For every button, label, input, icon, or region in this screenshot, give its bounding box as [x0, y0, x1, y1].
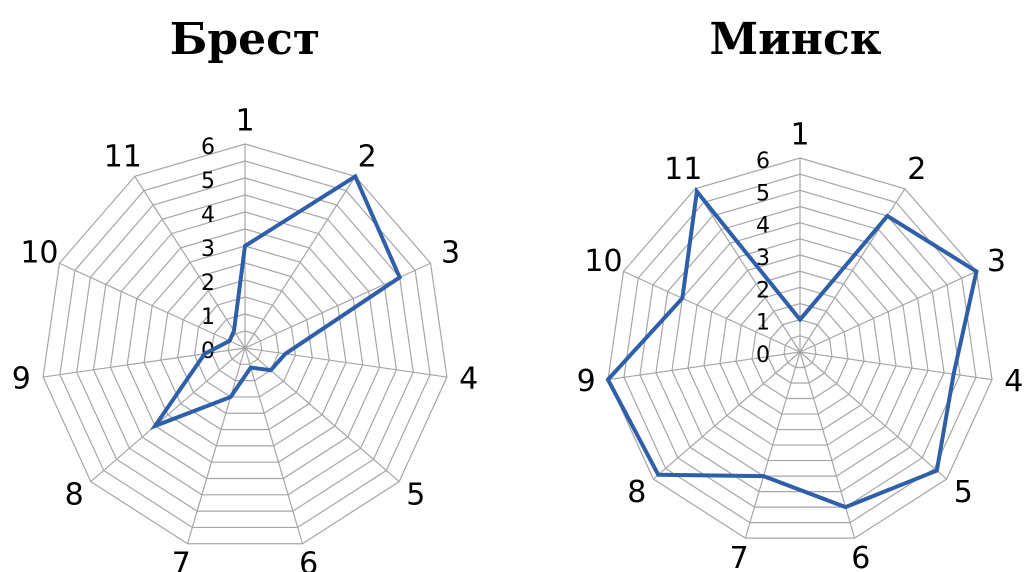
grid-spoke: [244, 176, 356, 349]
grid-ring: [177, 279, 313, 414]
grid-spoke: [59, 262, 246, 349]
grid-ring: [210, 313, 280, 382]
grid-ring: [671, 222, 929, 477]
grid-ring: [783, 335, 817, 369]
category-label: 5: [954, 475, 973, 510]
grid-spoke: [694, 188, 801, 353]
category-label: 8: [627, 475, 646, 510]
tick-label: 3: [201, 237, 215, 262]
grid-spoke: [244, 347, 448, 378]
grid-ring: [735, 286, 865, 415]
tick-label: 2: [201, 271, 215, 296]
tick-label: 6: [201, 135, 215, 160]
grid-spoke: [799, 351, 993, 381]
category-label: 4: [459, 362, 478, 397]
radar-grid: [42, 143, 448, 545]
grid-spoke: [652, 351, 801, 480]
series-line: [605, 186, 979, 510]
category-label: 3: [987, 244, 1006, 279]
category-label: 1: [235, 104, 254, 139]
grid-ring: [42, 143, 448, 545]
category-label: 2: [907, 152, 926, 187]
grid-ring: [767, 319, 833, 384]
grid-spoke: [623, 270, 801, 353]
grid-ring: [623, 173, 977, 524]
grid-ring: [703, 254, 897, 446]
tick-label: 1: [201, 305, 215, 330]
grid-spoke: [90, 347, 246, 483]
grid-ring: [92, 194, 398, 496]
category-label: 7: [172, 546, 191, 572]
tick-label: 4: [756, 214, 770, 239]
tick-label: 6: [756, 149, 770, 174]
category-label: 1: [790, 118, 809, 153]
grid-spoke: [42, 347, 246, 378]
grid-ring: [193, 296, 297, 398]
grid-ring: [639, 189, 961, 508]
chart-title: Брест: [169, 14, 321, 65]
radar-chart-minsk: Минск 0 1 2 3 4 5 6 1 2 3 4 5 6 7 8 9 10 11: [555, 0, 1036, 572]
grid-ring: [126, 228, 364, 463]
series-line: [149, 173, 403, 431]
grid-ring: [76, 177, 414, 512]
tick-label: 5: [201, 169, 215, 194]
radar-chart-brest: Брест 0 1 2 3 4 5 6 1 2 3 4 5 6 7 8 9 10 11: [0, 0, 490, 572]
tick-label: 0: [756, 343, 770, 368]
category-label: 4: [1004, 364, 1023, 399]
category-label: 6: [299, 546, 318, 572]
category-label: 6: [851, 541, 870, 572]
grid-spoke: [186, 347, 246, 544]
category-label: 9: [12, 362, 31, 397]
category-label: 3: [441, 236, 460, 271]
grid-spoke: [134, 176, 246, 349]
grid-ring: [59, 160, 431, 529]
category-label: 2: [358, 139, 377, 174]
grid-spoke: [799, 351, 948, 480]
category-label: 10: [20, 236, 58, 271]
tick-label: 5: [756, 181, 770, 206]
category-label: 10: [584, 244, 622, 279]
grid-spoke: [244, 347, 304, 544]
category-label: 9: [577, 364, 596, 399]
category-label: 8: [65, 477, 84, 512]
category-label: 11: [104, 139, 142, 174]
category-label: 7: [730, 541, 749, 572]
grid-ring: [719, 270, 881, 431]
chart-title: Минск: [709, 14, 882, 65]
grid-spoke: [799, 270, 977, 353]
radar-grid: [607, 157, 993, 539]
category-label: 11: [664, 152, 702, 187]
grid-ring: [751, 302, 849, 400]
grid-ring: [143, 245, 347, 447]
grid-spoke: [607, 351, 801, 381]
grid-ring: [109, 211, 381, 480]
tick-label: 4: [201, 203, 215, 228]
grid-ring: [160, 262, 330, 431]
tick-label: 2: [756, 278, 770, 303]
category-label: 5: [406, 477, 425, 512]
tick-label: 3: [756, 246, 770, 271]
grid-spoke: [744, 351, 801, 539]
grid-ring: [607, 157, 993, 539]
tick-label: 1: [756, 311, 770, 336]
grid-ring: [687, 238, 913, 462]
